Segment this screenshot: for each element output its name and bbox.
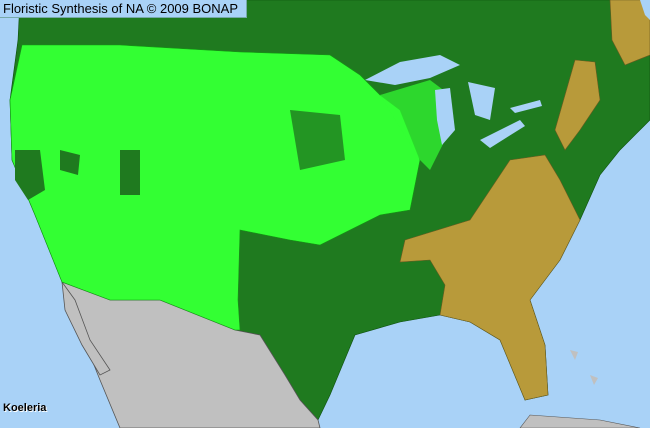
present-patch (60, 150, 80, 175)
lake-superior (365, 55, 460, 85)
taxon-label: Koeleria (3, 402, 47, 414)
lake-huron (468, 82, 495, 120)
gulf-of-st-lawrence (640, 0, 650, 20)
absent-maine (609, 0, 650, 66)
baja-california (61, 280, 111, 376)
lake-erie (480, 120, 525, 148)
cuba (519, 414, 641, 428)
lake-ontario (510, 100, 542, 113)
map-title: Floristic Synthesis of NA © 2009 BONAP (0, 0, 248, 18)
lake-michigan (435, 88, 455, 145)
present-patch (290, 110, 345, 170)
absent-southeast (399, 154, 581, 401)
present-patch (15, 150, 45, 200)
absent-new-england (554, 59, 601, 151)
bahamas (570, 350, 598, 385)
county-present-midwest (380, 80, 450, 170)
present-patch (120, 150, 140, 195)
